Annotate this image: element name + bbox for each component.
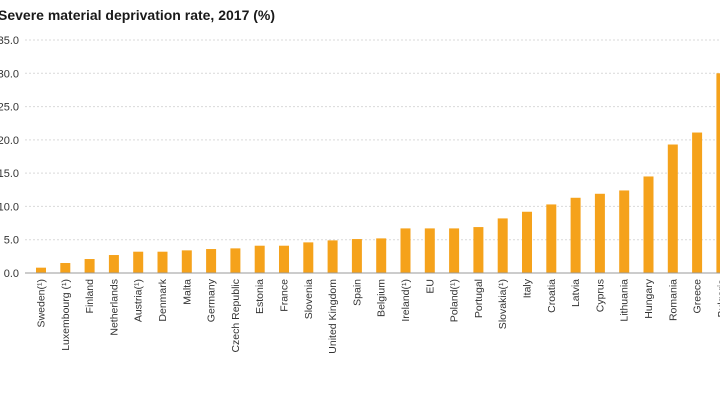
- bar: [619, 190, 630, 273]
- x-tick-label: Cyprus: [594, 279, 606, 312]
- bar: [497, 218, 508, 273]
- y-tick-label: 20.0: [0, 135, 19, 147]
- x-tick-label: Germany: [206, 278, 218, 322]
- x-tick-label: Austria(¹): [133, 279, 145, 322]
- bar: [279, 245, 289, 273]
- x-tick-label: United Kingdom: [327, 279, 339, 354]
- x-tick-label: Italy: [522, 278, 534, 298]
- bar: [351, 239, 362, 273]
- bar: [230, 248, 241, 273]
- x-tick-label: France: [279, 279, 291, 312]
- bar: [449, 228, 460, 273]
- x-tick-label: Poland(¹): [449, 279, 461, 322]
- bar: [570, 197, 581, 273]
- x-tick-label: EU: [424, 279, 436, 294]
- x-tick-label: Lithuania: [619, 279, 631, 322]
- bar: [473, 227, 484, 273]
- y-tick-label: 35.0: [0, 35, 19, 47]
- bar: [133, 251, 144, 273]
- bar: [327, 240, 338, 273]
- x-tick-label: Belgium: [376, 279, 388, 317]
- bar: [546, 204, 557, 273]
- x-tick-label: Ireland(¹): [400, 279, 412, 322]
- y-tick-label: 10.0: [0, 201, 19, 213]
- y-tick-label: 30.0: [0, 68, 19, 80]
- x-tick-label: Bulgaria: [716, 279, 720, 318]
- bar: [36, 267, 46, 273]
- bar: [643, 176, 654, 273]
- bar: [667, 144, 678, 273]
- gridlines: [25, 39, 720, 241]
- x-tick-label: Hungary: [643, 278, 655, 318]
- x-tick-label: Portugal: [473, 279, 485, 318]
- x-tick-label: Netherlands: [108, 279, 120, 336]
- bar: [424, 228, 435, 273]
- x-tick-label: Malta: [181, 279, 193, 305]
- y-tick-label: 5.0: [4, 235, 19, 247]
- chart-title: Severe material deprivation rate, 2017 (…: [0, 7, 275, 23]
- bar: [522, 211, 532, 273]
- bars: [36, 73, 720, 274]
- x-tick-label: Estonia: [254, 279, 266, 314]
- y-tick-label: 15.0: [0, 168, 19, 180]
- x-tick-label: Luxembourg (¹): [60, 279, 72, 351]
- bar: [84, 259, 95, 273]
- bar: [206, 249, 217, 273]
- bar: [181, 250, 192, 273]
- y-tick-label: 0.0: [4, 268, 19, 280]
- bar: [716, 73, 720, 274]
- bar: [376, 238, 387, 273]
- x-tick-label: Latvia: [570, 279, 582, 307]
- x-tick-label: Slovenia: [303, 279, 315, 319]
- bar: [108, 255, 119, 273]
- x-tick-label: Finland: [84, 279, 96, 314]
- x-tick-label: Denmark: [157, 278, 169, 321]
- x-tick-label: Czech Republic: [230, 279, 242, 353]
- bar: [594, 193, 605, 273]
- x-axis-ticks: Sweden(¹) Luxembourg (¹) Finland Netherland…: [36, 278, 720, 353]
- x-tick-label: Romania: [667, 279, 679, 321]
- x-tick-label: Spain: [351, 279, 363, 306]
- x-tick-label: Croatia: [546, 279, 558, 313]
- y-tick-label: 25.0: [0, 102, 19, 114]
- bar: [400, 228, 411, 273]
- y-axis-ticks: 0.0 5.0 10.0 15.0 20.0 25.0 30.0 35.0: [0, 35, 19, 280]
- bar: [303, 242, 314, 273]
- x-tick-label: Slovakia(¹): [497, 279, 509, 329]
- bar: [60, 263, 71, 273]
- x-tick-label: Sweden(¹): [36, 279, 48, 327]
- bar: [254, 245, 265, 273]
- x-tick-label: Greece: [692, 279, 704, 314]
- bar: [692, 132, 703, 273]
- bar: [157, 251, 168, 273]
